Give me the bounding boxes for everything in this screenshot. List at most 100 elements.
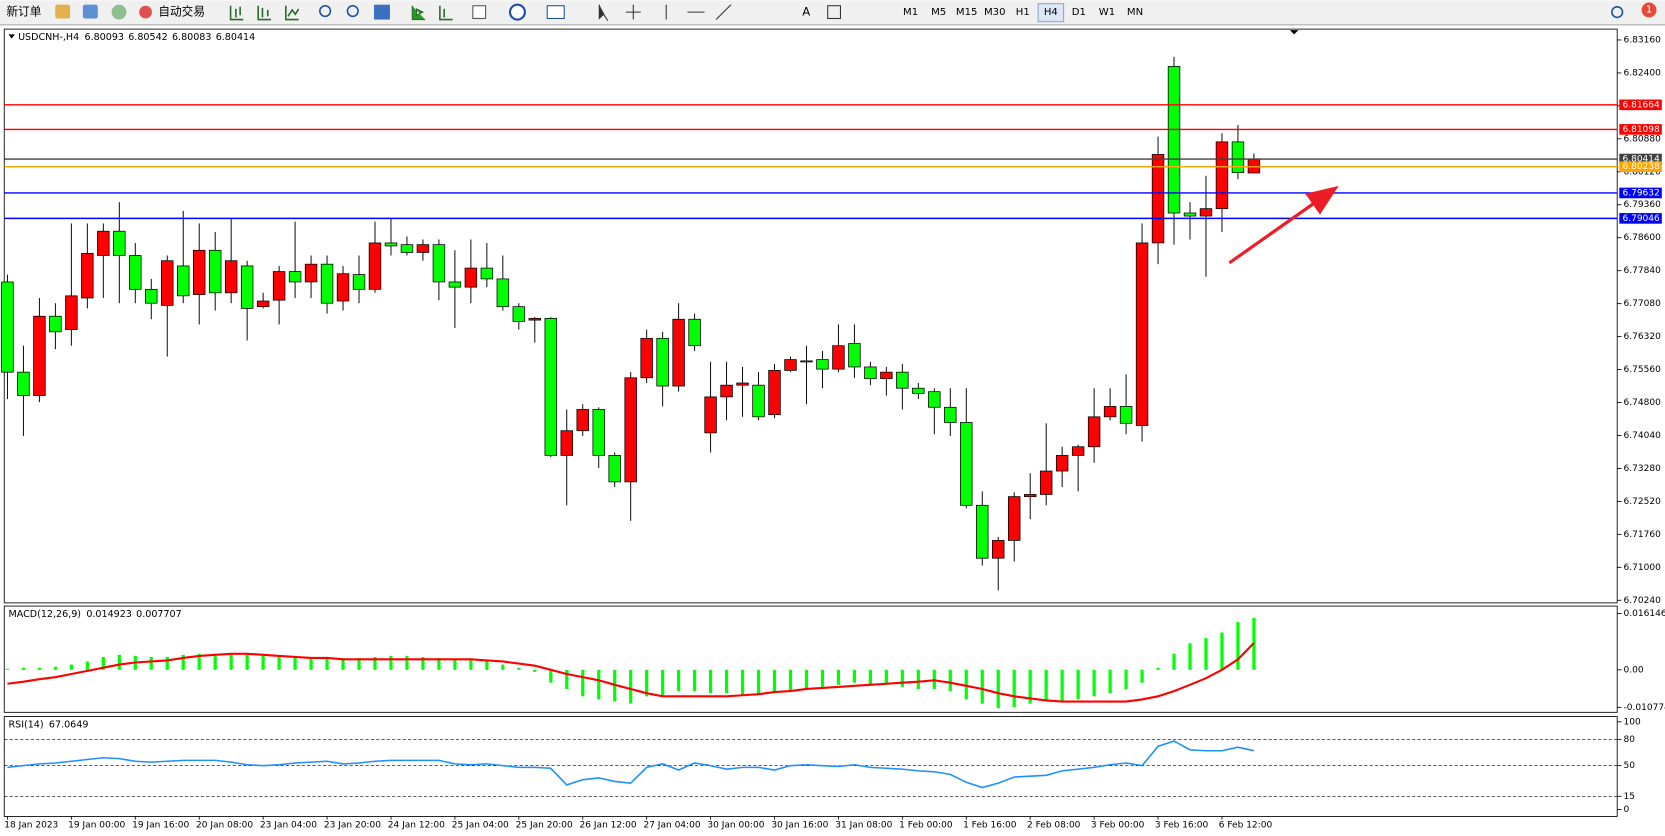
candle-body — [97, 230, 110, 256]
bar-chart-icon[interactable] — [229, 5, 244, 21]
x-tick-label: 1 Feb 00:00 — [899, 820, 953, 830]
tile-icon[interactable] — [374, 4, 390, 20]
indicator-title: USDCNH-,H4 — [18, 32, 79, 43]
histogram-bar — [708, 669, 713, 694]
candle-body — [576, 409, 589, 432]
crosshair-icon[interactable] — [625, 4, 641, 20]
zoom-in-icon[interactable] — [319, 4, 332, 18]
histogram-bar — [437, 657, 441, 670]
candle-body — [17, 371, 30, 396]
histogram-bar — [916, 669, 920, 689]
timeframe-button[interactable]: D1 — [1072, 7, 1086, 18]
shift-marker — [1289, 30, 1299, 35]
candle-body — [512, 306, 526, 322]
histogram-bar — [405, 655, 409, 670]
search-icon[interactable] — [1611, 6, 1624, 19]
shift-icon[interactable] — [439, 5, 453, 21]
candle-body — [848, 343, 861, 368]
histogram-bar — [1060, 669, 1064, 702]
histogram-bar — [101, 656, 105, 670]
new-order-button[interactable]: 新订单 — [6, 5, 41, 19]
candle-body — [129, 255, 142, 290]
histogram-bar — [980, 669, 984, 704]
histogram-bar — [357, 657, 361, 670]
draw-tools[interactable] — [665, 4, 732, 20]
timeframe-button[interactable]: H4 — [1044, 7, 1058, 18]
y-tick-label: 80 — [1624, 735, 1636, 745]
candle-icon[interactable] — [257, 5, 271, 21]
price-level-label: 6.80414 — [1622, 155, 1660, 165]
candle-body — [384, 242, 398, 247]
indicator-title: RSI(14) — [9, 720, 44, 731]
histogram-bar — [5, 668, 10, 670]
candle-body — [33, 315, 46, 396]
y-tick-label: 6.80120 — [1624, 167, 1662, 177]
chart-window — [0, 25, 1665, 836]
histogram-bar — [85, 661, 89, 670]
icon[interactable] — [82, 4, 98, 19]
auto-trading-button[interactable]: 自动交易 — [158, 5, 205, 19]
candle-body — [704, 396, 717, 434]
histogram-bar — [1012, 669, 1016, 708]
candle-body — [416, 244, 430, 253]
template-icon[interactable] — [546, 5, 565, 20]
candle-body — [288, 271, 302, 283]
y-tick-label: 15 — [1624, 792, 1635, 802]
histogram-bar — [213, 653, 217, 670]
indicator-icon[interactable] — [472, 5, 487, 20]
plot: 6.831606.824006.816406.808806.801206.793… — [1, 32, 1665, 830]
notification-badge[interactable] — [1641, 2, 1657, 18]
timeframe-button[interactable]: W1 — [1099, 7, 1115, 18]
histogram-bar — [629, 669, 633, 704]
timeframe-button[interactable]: M1 — [903, 7, 918, 18]
timeframe-button[interactable]: M5 — [931, 7, 946, 18]
zoom-out-icon[interactable] — [346, 4, 359, 18]
y-tick-label: 50 — [1624, 761, 1636, 771]
x-tick-label: 6 Feb 12:00 — [1219, 820, 1273, 830]
y-tick-label: 6.80880 — [1624, 134, 1662, 144]
histogram-bar — [549, 669, 553, 683]
histogram-bar — [677, 669, 681, 692]
candle-body — [1151, 154, 1165, 244]
icon[interactable] — [55, 4, 71, 19]
candle-body — [177, 265, 190, 297]
timeframe-button[interactable]: MN — [1127, 7, 1143, 18]
y-tick-label: 0.00 — [1624, 665, 1644, 675]
histogram-bar — [453, 659, 457, 670]
histogram-bar — [1092, 669, 1096, 697]
x-tick-label: 20 Jan 08:00 — [196, 820, 253, 830]
candle-body — [816, 359, 829, 370]
candle-body — [608, 455, 621, 483]
timeframe-button[interactable]: H1 — [1016, 7, 1030, 18]
candle-body — [560, 430, 573, 456]
y-tick-label: 6.78600 — [1624, 233, 1662, 243]
histogram-bar — [325, 656, 329, 670]
price-level-label: 6.81664 — [1622, 100, 1660, 110]
candle-body — [1231, 141, 1245, 174]
timeframe-button[interactable]: M15 — [956, 7, 978, 18]
line-icon[interactable] — [285, 5, 300, 21]
text-tool[interactable]: A — [802, 5, 810, 19]
period-icon[interactable] — [508, 3, 526, 21]
y-tick-label: 6.83160 — [1624, 35, 1662, 45]
histogram-bar — [661, 669, 665, 697]
icon[interactable] — [111, 4, 127, 20]
candle-body — [1103, 406, 1117, 418]
histogram-bar — [900, 669, 904, 687]
candle-body — [896, 371, 909, 389]
candle-body — [320, 263, 334, 304]
histogram-bar — [373, 656, 377, 670]
candle-body — [304, 263, 318, 283]
candle-body — [800, 360, 813, 363]
histogram-bar — [21, 667, 26, 670]
timeframe-button[interactable]: M30 — [984, 7, 1006, 18]
price-level-tag — [1619, 99, 1662, 111]
indicator-value: 0.014923 — [86, 609, 132, 620]
histogram-bar — [645, 669, 649, 697]
cursor-icon[interactable] — [598, 4, 609, 21]
auto-trading-icon[interactable] — [139, 5, 152, 19]
histogram-bar — [1188, 643, 1192, 670]
histogram-bar — [1140, 669, 1144, 683]
label-tool[interactable] — [827, 5, 842, 20]
